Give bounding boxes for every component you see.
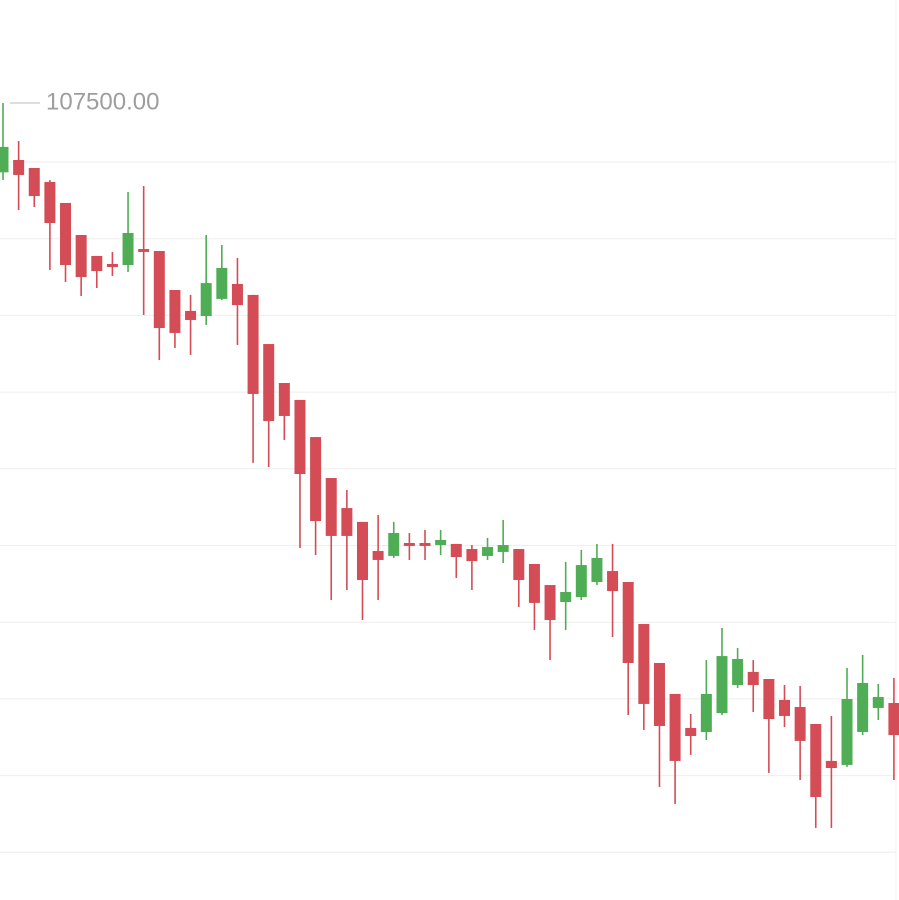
candle-body: [888, 703, 899, 736]
candle-body: [91, 255, 103, 272]
candle-body: [482, 547, 494, 556]
candle-body: [747, 671, 759, 686]
candle-body: [372, 551, 384, 560]
candle-body: [216, 267, 228, 299]
candle-body: [544, 585, 556, 621]
candle-body: [685, 727, 697, 736]
candle-body: [13, 160, 25, 175]
candle-body: [231, 283, 243, 306]
candle-body: [325, 478, 337, 536]
candle-body: [60, 202, 72, 266]
grid: [0, 161, 896, 853]
candles: [0, 103, 899, 828]
candle-body: [560, 591, 572, 603]
candle-body: [419, 543, 431, 546]
candle-body: [794, 707, 806, 741]
candle-body: [732, 658, 744, 686]
candle-body: [185, 310, 197, 321]
candle-body: [341, 508, 353, 536]
candle-body: [497, 545, 509, 552]
candle-body: [857, 683, 869, 732]
candle-body: [28, 168, 40, 197]
candle-body: [450, 543, 462, 558]
candle-body: [622, 581, 634, 663]
candle-body: [700, 693, 712, 732]
candle-body: [169, 289, 181, 333]
candle-body: [356, 521, 368, 580]
candle-body: [466, 549, 478, 562]
candle-body: [263, 344, 275, 422]
candle-body: [200, 283, 212, 317]
candle-body: [513, 549, 525, 580]
candle-body: [122, 233, 134, 266]
candle-body: [294, 399, 306, 475]
candle-body: [435, 539, 447, 546]
candle-body: [403, 543, 415, 546]
candle-body: [841, 699, 853, 765]
candle-body: [872, 697, 884, 708]
candle-body: [310, 437, 322, 521]
candle-body: [591, 557, 603, 582]
candle-body: [138, 249, 150, 252]
candle-body: [44, 182, 56, 223]
candle-body: [810, 723, 822, 797]
candle-body: [247, 294, 259, 394]
candle-body: [153, 251, 165, 329]
candle-body: [716, 656, 728, 714]
candle-body: [106, 263, 118, 268]
candle-body: [278, 383, 290, 416]
max-label: 107500.00: [46, 88, 159, 115]
candle-body: [763, 679, 775, 720]
candle-body: [669, 693, 681, 761]
candle-body: [575, 565, 587, 598]
candle-body: [75, 235, 87, 278]
candle-body: [653, 662, 665, 726]
candle-body: [0, 146, 9, 173]
candle-body: [825, 760, 837, 769]
candle-body: [607, 571, 619, 592]
candle-body: [638, 624, 650, 704]
candle-body: [388, 533, 400, 556]
candle-body: [779, 699, 790, 716]
candle-body: [528, 563, 540, 603]
